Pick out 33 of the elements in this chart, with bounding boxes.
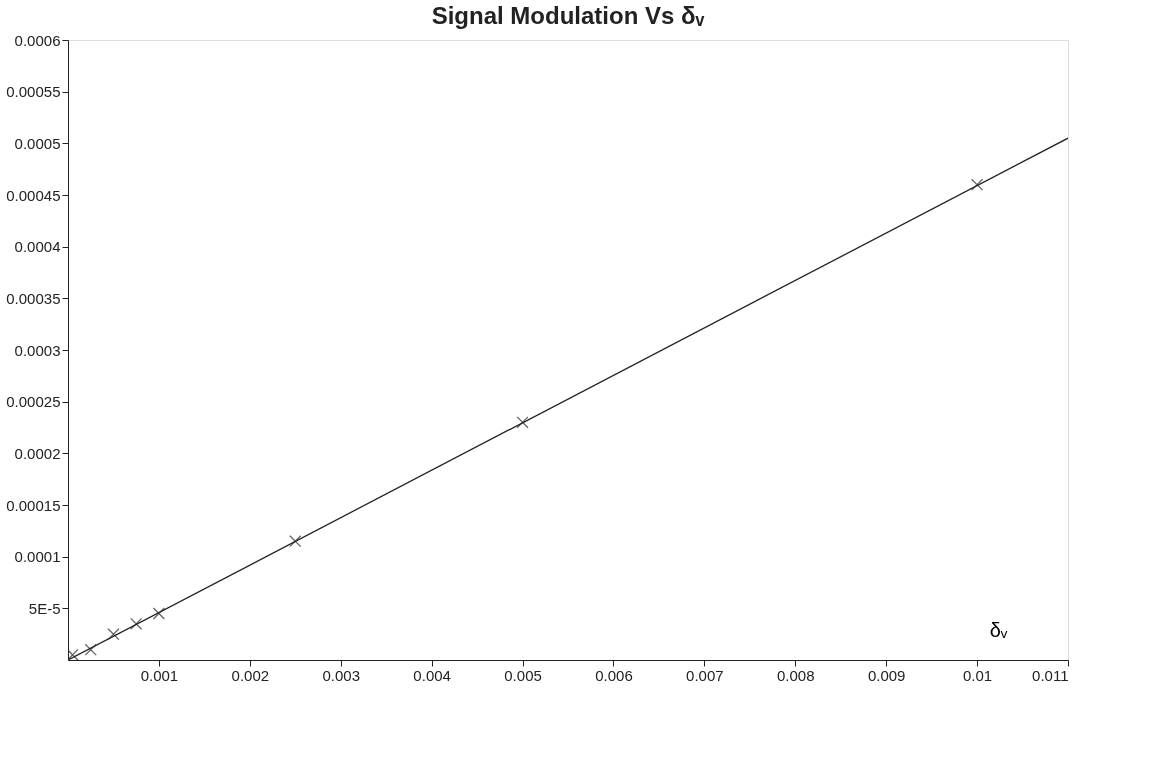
y-tick-label: 0.00035 [6, 289, 61, 307]
x-tick-label: 0.006 [595, 666, 633, 684]
chart-title: Signal Modulation Vs δᵥ [431, 2, 705, 29]
y-tick-label: 0.00045 [6, 186, 61, 204]
y-tick-label: 0.0003 [14, 341, 61, 359]
point [107, 628, 120, 641]
x-tick-label: 0.008 [777, 666, 815, 684]
point [68, 648, 79, 660]
y-tick-label: 0.00025 [6, 393, 61, 411]
x-tick-label: 0.001 [140, 666, 179, 684]
y-tick-label: 0.0001 [14, 548, 61, 566]
x-tick-label: 0.004 [413, 666, 451, 684]
y-tick-label: 0.0005 [14, 134, 61, 152]
x-tick-label: 0.005 [504, 666, 542, 684]
y-tick-label: 0.00055 [6, 83, 61, 101]
x-tick-label: 0.01 [962, 666, 993, 684]
y-tick-label: 0.0006 [14, 31, 61, 49]
x-tick-label: 0.009 [867, 666, 906, 684]
x-tick-label: 0.007 [686, 666, 724, 684]
point [516, 416, 529, 429]
y-tick-label: 0.0004 [14, 238, 61, 256]
point [289, 535, 302, 548]
point [130, 617, 143, 630]
y-tick-label: 0.00015 [6, 496, 61, 514]
point [84, 643, 97, 656]
x-tick-label: 0.011 [1032, 666, 1069, 684]
x-axis-title: δᵥ [989, 618, 1008, 641]
x-tick-label: 0.002 [231, 666, 270, 684]
y-tick-label: 0.0002 [14, 444, 61, 462]
y-tick-label: 5E-5 [28, 599, 61, 617]
point [970, 178, 984, 191]
x-tick-label: 0.003 [322, 666, 360, 684]
point [152, 607, 166, 620]
